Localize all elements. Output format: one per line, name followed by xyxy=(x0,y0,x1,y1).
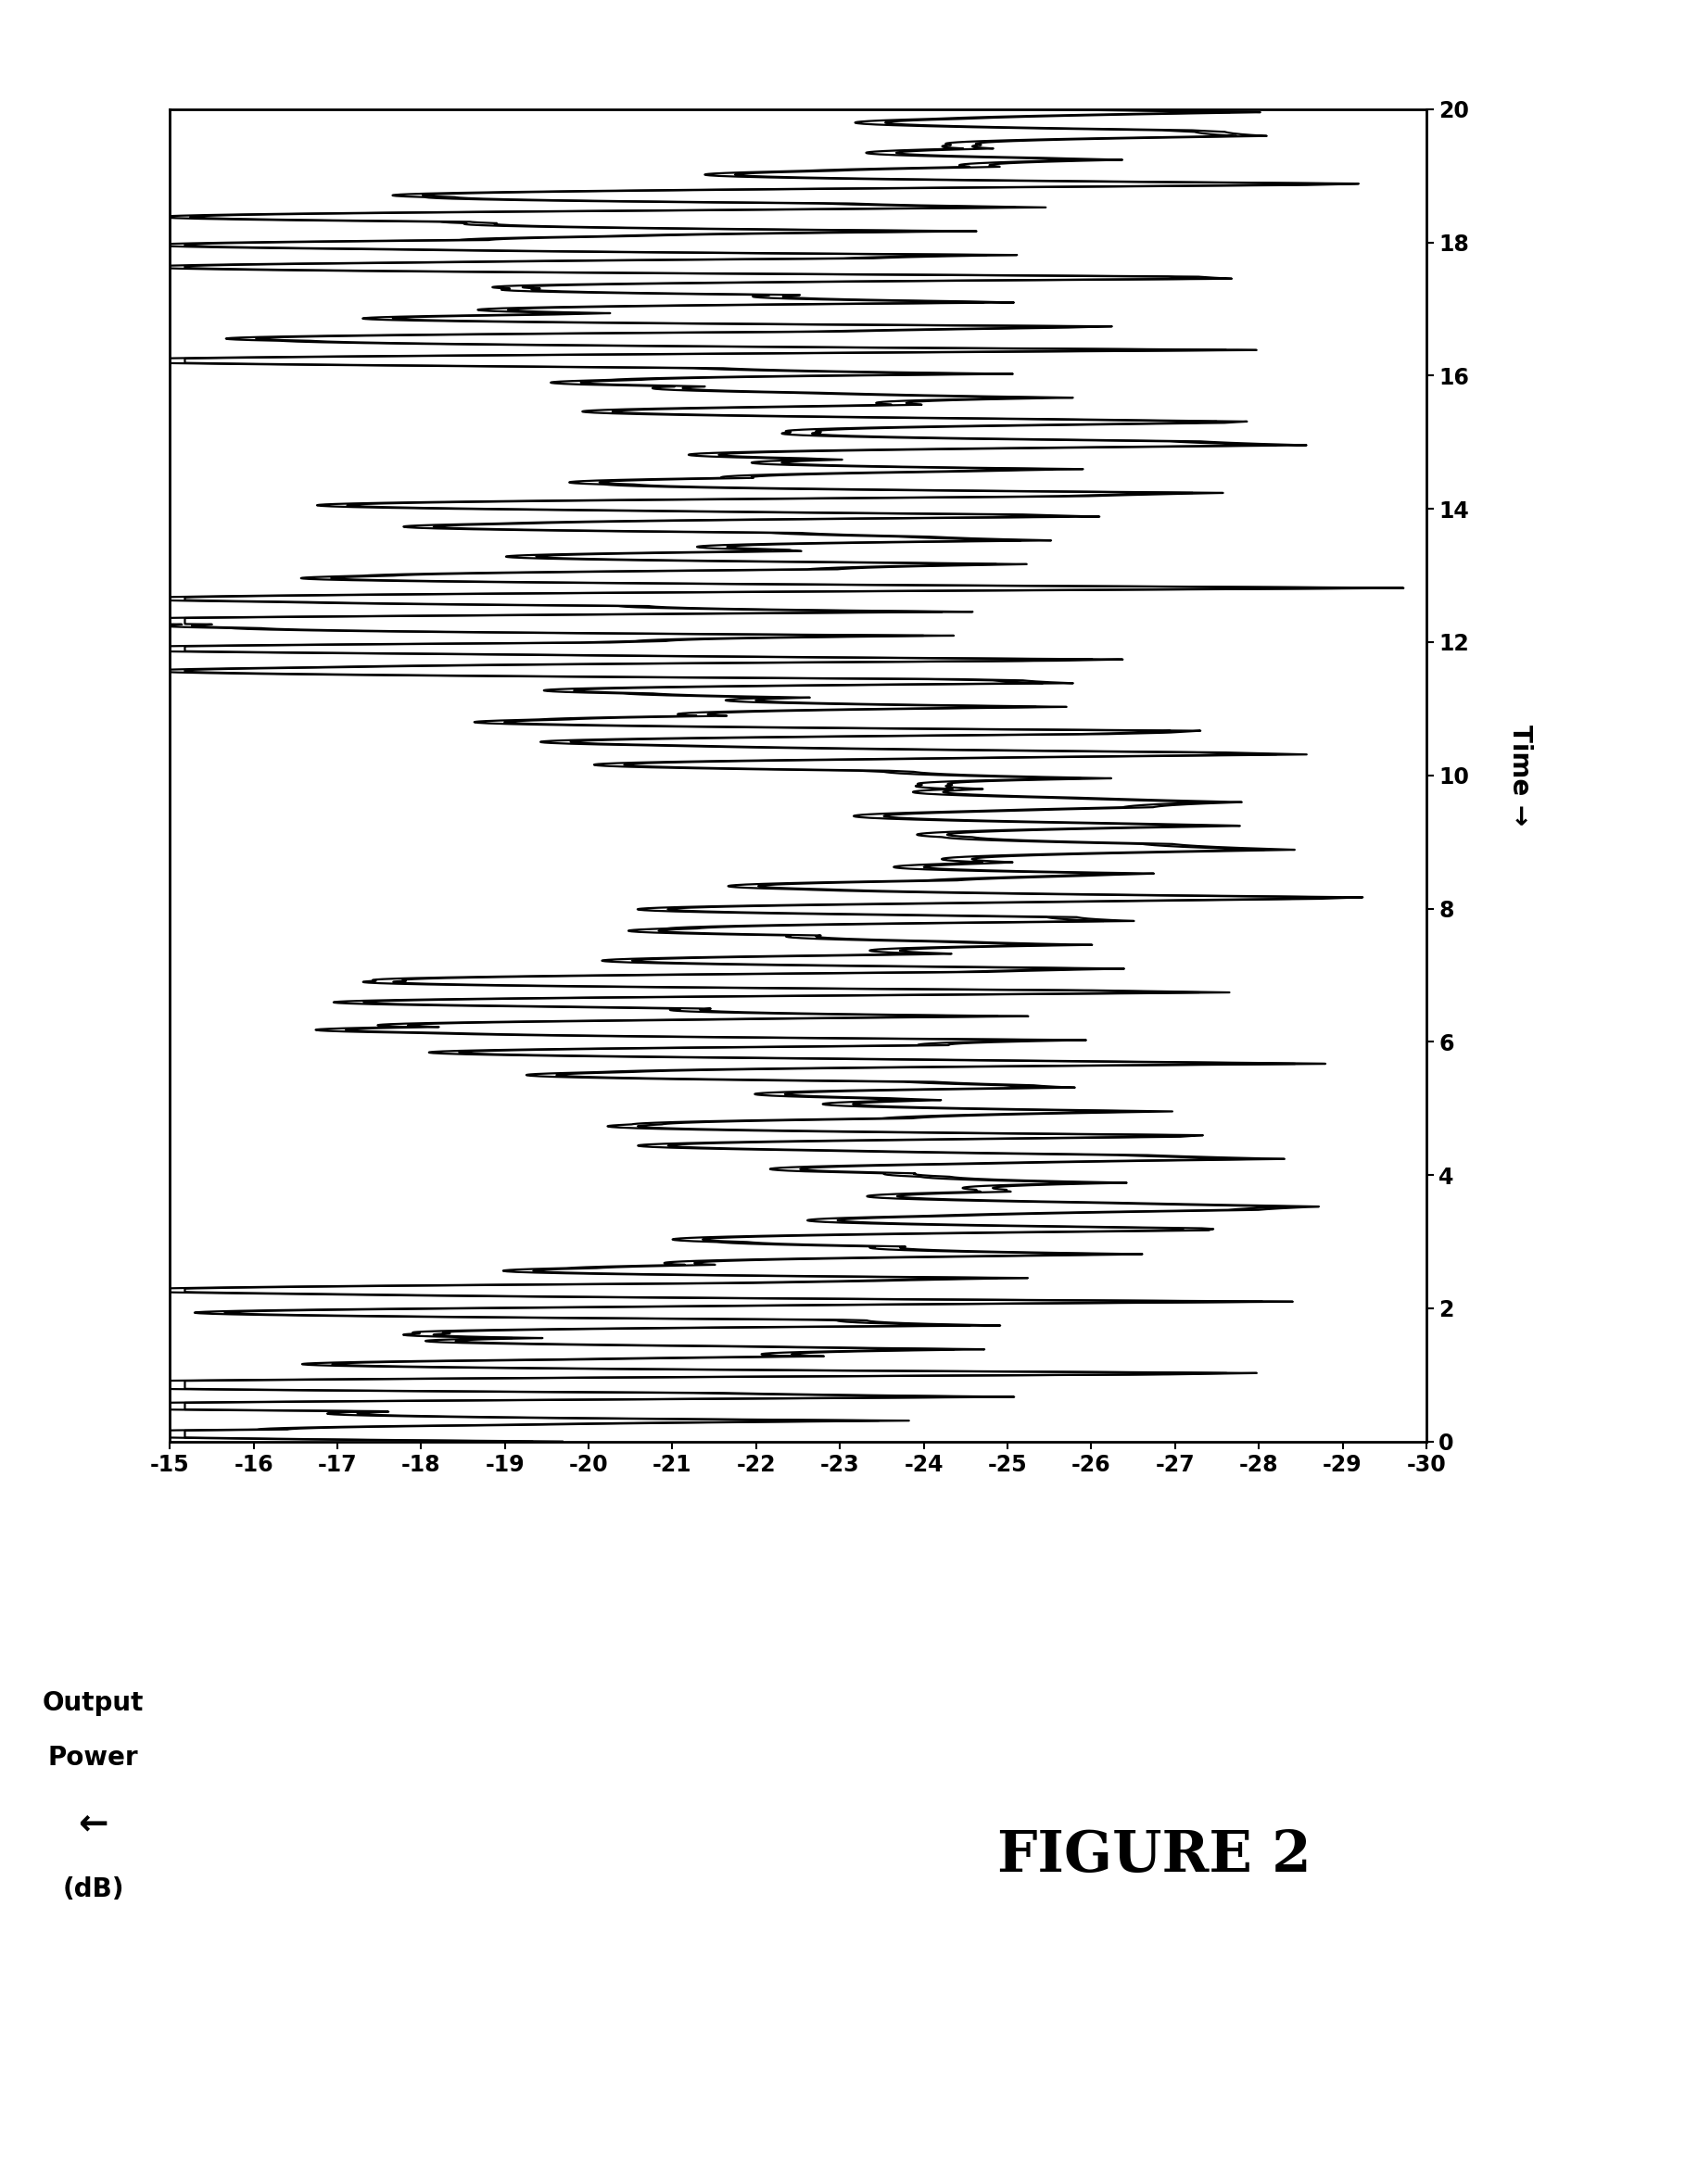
Text: (dB): (dB) xyxy=(63,1876,124,1902)
Text: Output: Output xyxy=(42,1690,144,1717)
Text: Time →: Time → xyxy=(1506,725,1533,826)
Text: FIGURE 2: FIGURE 2 xyxy=(998,1828,1311,1885)
Text: Power: Power xyxy=(48,1745,139,1771)
Text: ←: ← xyxy=(78,1806,109,1841)
